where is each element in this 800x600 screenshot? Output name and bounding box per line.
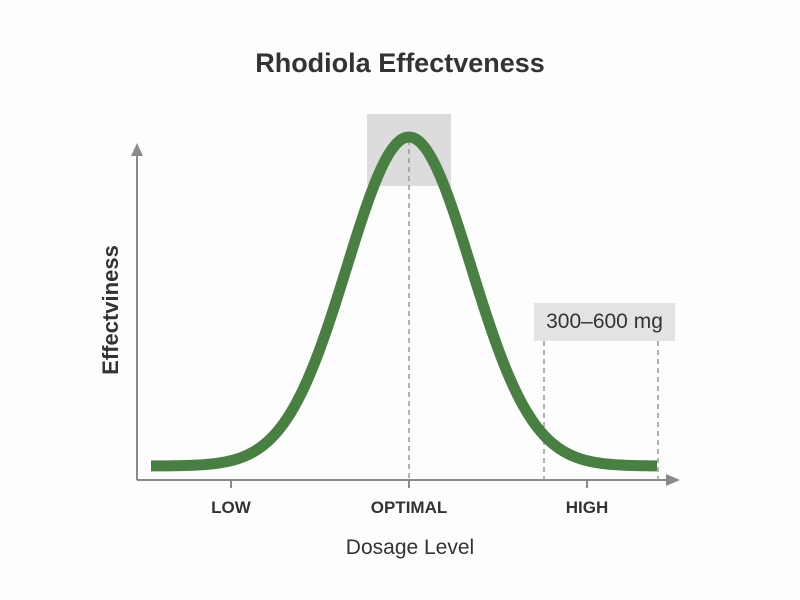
x-axis-label: Dosage Level — [345, 536, 475, 559]
x-tick-label-low: LOW — [211, 498, 251, 517]
dosage-range-annotation: 300–600 mg — [534, 303, 675, 341]
x-axis-arrow-icon — [666, 474, 680, 486]
y-axis-arrow-icon — [131, 143, 143, 156]
x-tick-label-optimal: OPTIMAL — [370, 498, 448, 517]
chart-title: Rhodiola Effectveness — [255, 48, 545, 78]
effectiveness-curve — [147, 131, 661, 472]
y-axis-label: Effectviness — [98, 245, 123, 375]
x-tick-label-high: HIGH — [565, 498, 609, 517]
